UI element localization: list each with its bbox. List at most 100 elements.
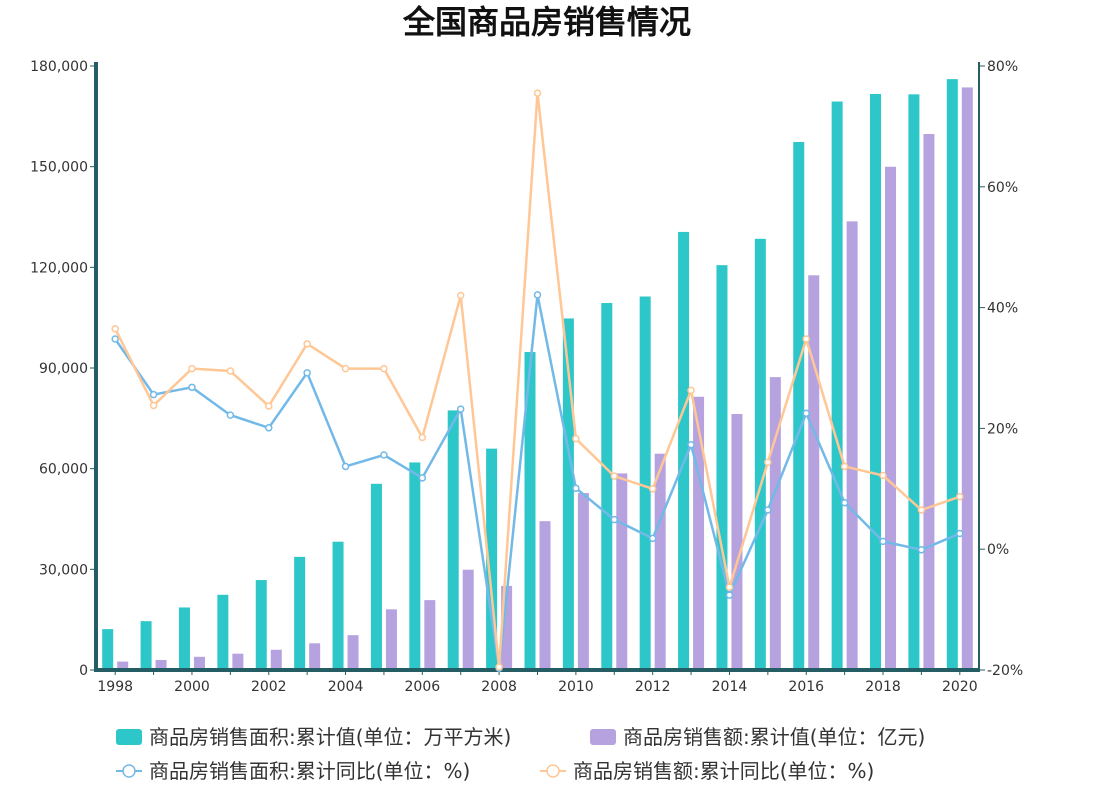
bar-area-2020 [946,79,958,670]
legend: 商品房销售面积:累计值(单位：万平方米) 商品房销售额:累计值(单位：亿元) 商品房… [116,725,925,783]
x-tick-label: 2000 [174,679,210,695]
bar-area-2005 [370,483,382,670]
bar-amount-2006 [424,600,436,670]
bar-amount-2008 [501,585,513,670]
bar-amount-2004 [347,635,359,670]
bar-amount-2001 [232,653,244,670]
point-area-yoy-2016 [802,409,810,418]
point-amount-yoy-1999 [149,401,158,410]
bar-area-2014 [716,265,728,670]
bar-area-2007 [447,410,459,670]
bar-area-2016 [793,142,805,670]
point-amount-yoy-2007 [456,291,465,300]
y-left-tick-label: 60,000 [39,462,88,478]
x-tick-label: 2008 [481,679,517,695]
point-amount-yoy-2017 [840,462,849,471]
bar-amount-2019 [923,134,935,671]
y-right-tick-label: 20% [987,421,1018,437]
point-amount-yoy-2000 [188,364,196,373]
y-right-tick-label: -20% [987,663,1023,679]
point-amount-yoy-2016 [802,335,810,343]
legend-label: 商品房销售面积:累计值(单位：万平方米) [149,725,511,749]
chart-title: 全国商品房销售情况 [402,3,691,41]
legend-label: 商品房销售额:累计同比(单位：%) [573,759,874,783]
bar-amount-2003 [309,643,321,670]
bar-amount-2009 [539,521,551,670]
point-amount-yoy-2010 [572,434,580,443]
y-left-tick-label: 120,000 [30,260,88,276]
bar-area-2015 [754,238,766,671]
point-amount-yoy-2014 [725,583,734,592]
legend-swatch-marker [122,764,136,778]
bar-area-2009 [524,352,536,670]
bar-amount-2005 [385,609,397,670]
axes-layer: 0 30,000 60,000 90,000 120,000 150,000 180,000… [30,59,1023,695]
point-area-yoy-2002 [265,424,273,432]
y-left-tick-label: 0 [79,663,88,679]
x-tick-label: 1998 [97,679,133,695]
point-amount-yoy-2003 [303,340,311,348]
point-amount-yoy-2009 [533,89,542,97]
point-amount-yoy-2018 [879,471,887,480]
legend-label: 商品房销售面积:累计同比(单位：%) [149,759,470,783]
y-left-tick-label: 180,000 [30,59,88,75]
y-left-tick-label: 30,000 [39,562,88,578]
bar-amount-2015 [769,377,781,670]
point-area-yoy-2013 [687,440,695,449]
point-amount-yoy-2008 [495,663,503,671]
bar-amount-2007 [462,569,474,670]
point-amount-yoy-2019 [917,506,926,514]
bar-area-2008 [486,448,498,670]
bar-area-2006 [409,462,421,670]
legend-swatch [116,729,142,745]
point-area-yoy-2003 [303,369,311,377]
x-tick-label: 2012 [635,679,671,695]
bar-area-2003 [294,556,306,670]
y-right-tick-label: 60% [987,180,1018,196]
bar-area-2012 [639,296,651,670]
bar-area-2013 [678,231,690,670]
point-area-yoy-2009 [533,291,542,299]
point-amount-yoy-2004 [341,364,350,373]
point-area-yoy-2004 [341,462,350,471]
x-tick-label: 2018 [865,679,901,695]
bar-area-1998 [102,629,114,670]
point-amount-yoy-2002 [265,402,273,410]
point-area-yoy-2018 [879,537,887,546]
y-right-tick-label: 40% [987,301,1018,317]
point-amount-yoy-2005 [380,364,388,373]
bars-layer [102,79,973,671]
bar-amount-2014 [731,413,743,670]
y-right-tick-label: 0% [987,542,1009,558]
x-tick-label: 2014 [712,679,748,695]
point-amount-yoy-2001 [226,367,235,375]
point-area-yoy-2019 [917,546,926,554]
point-area-yoy-2015 [764,506,772,514]
point-amount-yoy-2015 [764,458,772,466]
legend-label: 商品房销售额:累计值(单位：亿元) [623,725,925,749]
bar-area-2001 [217,594,229,670]
point-area-yoy-1999 [149,390,158,399]
bar-amount-2002 [270,649,282,670]
x-tick-label: 2002 [251,679,287,695]
point-area-yoy-2007 [456,405,465,413]
point-amount-yoy-2006 [418,433,427,442]
bar-amount-2000 [193,656,205,670]
point-area-yoy-1998 [111,335,119,343]
bar-amount-2010 [577,493,589,670]
point-area-yoy-2005 [380,451,388,459]
point-amount-yoy-2012 [648,485,657,493]
x-tick-label: 2006 [405,679,441,695]
bar-amount-2016 [808,275,820,670]
bar-area-1999 [140,621,152,670]
bar-area-2011 [601,303,613,670]
bar-area-2004 [332,541,344,670]
legend-swatch-marker [546,764,560,778]
bar-amount-2013 [693,396,705,670]
x-tick-label: 2010 [558,679,594,695]
bar-area-2000 [178,607,190,670]
bar-amount-2011 [616,473,628,670]
y-left-tick-label: 150,000 [30,160,88,176]
bar-amount-1999 [155,659,167,670]
